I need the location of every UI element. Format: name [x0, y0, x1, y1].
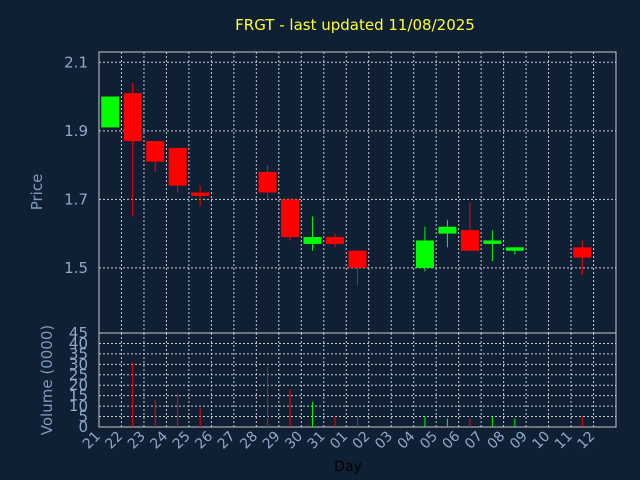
- x-tick-label: 05: [417, 429, 441, 453]
- x-tick-label: 02: [350, 429, 374, 453]
- price-panel-frame: [98, 51, 617, 334]
- volume-tick-label: 10: [69, 397, 88, 415]
- x-tick-label: 09: [507, 429, 531, 453]
- candle-body: [191, 192, 210, 196]
- x-tick-label: 29: [260, 429, 284, 453]
- volume-bars: [132, 362, 583, 427]
- volume-tick-label: 25: [69, 366, 88, 384]
- chart-title: FRGT - last updated 11/08/2025: [235, 16, 475, 34]
- x-tick-label: 06: [440, 428, 464, 452]
- candle-body: [326, 237, 345, 244]
- candle-body: [123, 93, 142, 142]
- x-tick-label: 27: [215, 429, 239, 453]
- candle-body: [303, 237, 322, 244]
- candles: [101, 82, 592, 286]
- price-tick-label: 2.1: [64, 53, 88, 71]
- candle-body: [573, 247, 592, 258]
- candle-body: [505, 247, 524, 251]
- x-tick-label: 04: [395, 428, 419, 452]
- candle-body: [415, 240, 434, 268]
- candle-body: [101, 96, 120, 128]
- x-tick-label: 24: [147, 428, 171, 452]
- candle-body: [281, 199, 300, 238]
- price-y-ticks: 1.5 1.7 1.9 2.1: [64, 53, 88, 277]
- x-tick-label: 25: [170, 429, 194, 453]
- volume-tick-label: 30: [69, 355, 88, 373]
- x-axis-label: Day: [334, 459, 362, 475]
- x-tick-label: 10: [529, 429, 553, 453]
- candle-body: [146, 141, 165, 162]
- x-tick-label: 28: [237, 429, 261, 453]
- volume-tick-label: 40: [69, 334, 88, 352]
- price-grid: [99, 52, 616, 333]
- x-tick-label: 26: [192, 428, 216, 452]
- price-tick-label: 1.7: [64, 190, 88, 208]
- volume-tick-label: 45: [69, 324, 88, 342]
- candle-body: [460, 230, 479, 251]
- price-tick-label: 1.5: [64, 259, 88, 277]
- x-tick-label: 03: [372, 429, 396, 453]
- price-tick-label: 1.9: [64, 122, 88, 140]
- candle-body: [168, 147, 187, 186]
- x-tick-label: 12: [574, 429, 598, 453]
- volume-tick-label: 0: [78, 418, 88, 436]
- volume-axis-label: Volume (0000): [38, 325, 56, 435]
- candle-body: [483, 240, 502, 244]
- x-tick-label: 01: [327, 429, 351, 453]
- x-tick-label: 08: [485, 429, 509, 453]
- x-tick-label: 23: [125, 429, 149, 453]
- price-axis-label: Price: [28, 174, 46, 211]
- x-tick-label: 31: [305, 429, 329, 453]
- x-tick-label: 30: [282, 429, 306, 453]
- volume-tick-label: 20: [69, 376, 88, 394]
- volume-grid: [99, 333, 616, 427]
- x-ticks: 2122232425262728293031010203040506070809…: [80, 428, 598, 452]
- x-tick-label: 11: [552, 429, 576, 453]
- candle-body: [258, 171, 277, 193]
- volume-panel-frame: [98, 332, 617, 428]
- volume-tick-label: 5: [78, 408, 88, 426]
- volume-tick-label: 15: [69, 387, 88, 405]
- candle-body: [438, 226, 457, 234]
- volume-tick-label: 35: [69, 345, 88, 363]
- x-tick-label: 22: [102, 429, 126, 453]
- x-tick-label: 07: [462, 429, 486, 453]
- candle-body: [348, 250, 367, 268]
